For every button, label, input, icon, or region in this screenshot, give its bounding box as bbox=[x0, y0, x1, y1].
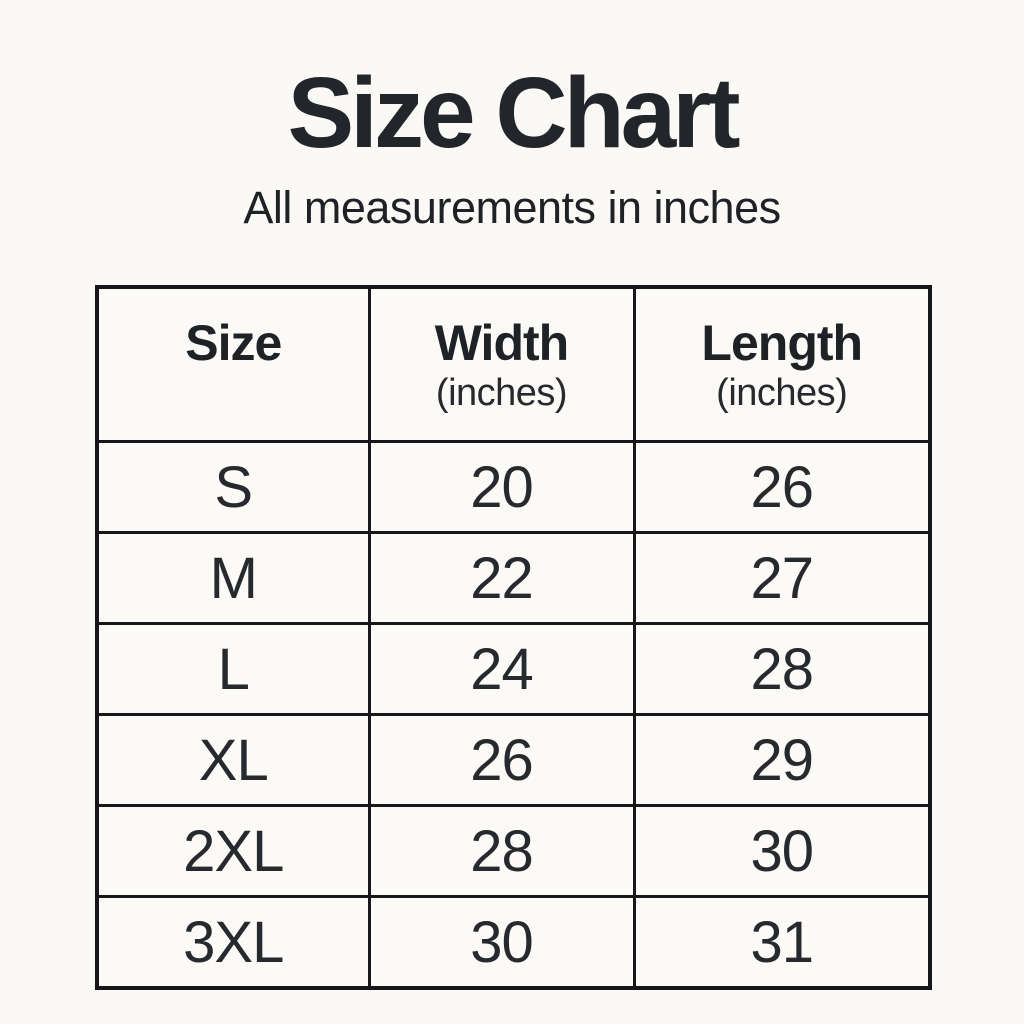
length-cell: 29 bbox=[632, 713, 932, 807]
column-label: Length bbox=[701, 314, 863, 371]
column-header-width: Width (inches) bbox=[367, 285, 636, 443]
page-subtitle: All measurements in inches bbox=[243, 182, 781, 233]
length-cell: 27 bbox=[632, 531, 932, 625]
table-row: XL 26 29 bbox=[95, 713, 932, 807]
header-row: Size Width (inches) Length (inches) bbox=[95, 285, 932, 443]
size-cell: M bbox=[95, 531, 371, 625]
width-cell: 30 bbox=[367, 895, 636, 990]
width-cell: 28 bbox=[367, 804, 636, 898]
column-label: Width bbox=[434, 314, 569, 371]
width-cell: 24 bbox=[367, 622, 636, 716]
column-label: Size bbox=[185, 314, 282, 371]
page-title: Size Chart bbox=[287, 57, 740, 169]
column-header-length: Length (inches) bbox=[632, 285, 932, 443]
table-row: M 22 27 bbox=[95, 531, 932, 625]
table-row: L 24 28 bbox=[95, 622, 932, 716]
column-sublabel: (inches) bbox=[716, 371, 848, 414]
width-cell: 20 bbox=[367, 440, 636, 534]
length-cell: 26 bbox=[632, 440, 932, 534]
size-cell: S bbox=[95, 440, 371, 534]
size-table-header: Size Width (inches) Length (inches) bbox=[95, 285, 932, 443]
size-cell: L bbox=[95, 622, 371, 716]
table-row: 2XL 28 30 bbox=[95, 804, 932, 898]
size-cell: 2XL bbox=[95, 804, 371, 898]
size-cell: XL bbox=[95, 713, 371, 807]
width-cell: 26 bbox=[367, 713, 636, 807]
length-cell: 31 bbox=[632, 895, 932, 990]
column-sublabel: (inches) bbox=[435, 371, 568, 414]
length-cell: 28 bbox=[632, 622, 932, 716]
table-row: S 20 26 bbox=[95, 440, 932, 534]
length-cell: 30 bbox=[632, 804, 932, 898]
size-table-body: S 20 26 M 22 27 L 24 28 XL 26 29 2XL 28 30 3XL 30 31 bbox=[95, 440, 932, 990]
size-cell: 3XL bbox=[95, 895, 371, 990]
column-header-size: Size bbox=[95, 285, 371, 443]
table-row: 3XL 30 31 bbox=[95, 895, 932, 990]
size-chart-table: Size Width (inches) Length (inches) bbox=[95, 285, 932, 990]
width-cell: 22 bbox=[367, 531, 636, 625]
